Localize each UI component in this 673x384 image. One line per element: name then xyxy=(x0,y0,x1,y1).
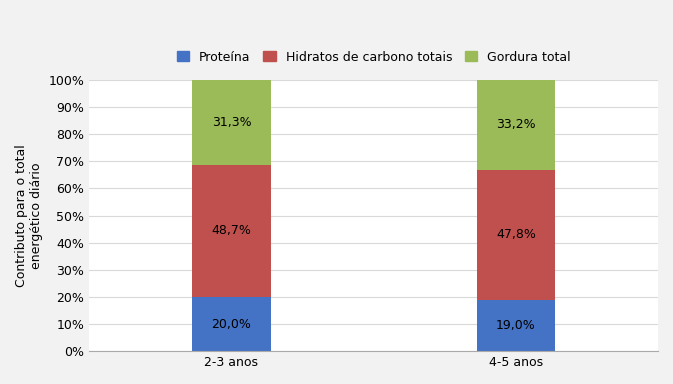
Bar xyxy=(476,170,555,300)
Legend: Proteína, Hidratos de carbono totais, Gordura total: Proteína, Hidratos de carbono totais, Go… xyxy=(172,46,575,69)
Bar xyxy=(192,297,271,351)
Bar xyxy=(476,300,555,351)
Text: 47,8%: 47,8% xyxy=(496,228,536,241)
Text: 31,3%: 31,3% xyxy=(211,116,251,129)
Bar xyxy=(476,80,555,170)
Bar xyxy=(192,165,271,297)
Bar xyxy=(192,80,271,165)
Text: 33,2%: 33,2% xyxy=(496,119,536,131)
Text: 19,0%: 19,0% xyxy=(496,319,536,332)
Text: 48,7%: 48,7% xyxy=(211,224,252,237)
Text: 20,0%: 20,0% xyxy=(211,318,252,331)
Y-axis label: Contributo para o total
energético diário: Contributo para o total energético diári… xyxy=(15,144,43,287)
